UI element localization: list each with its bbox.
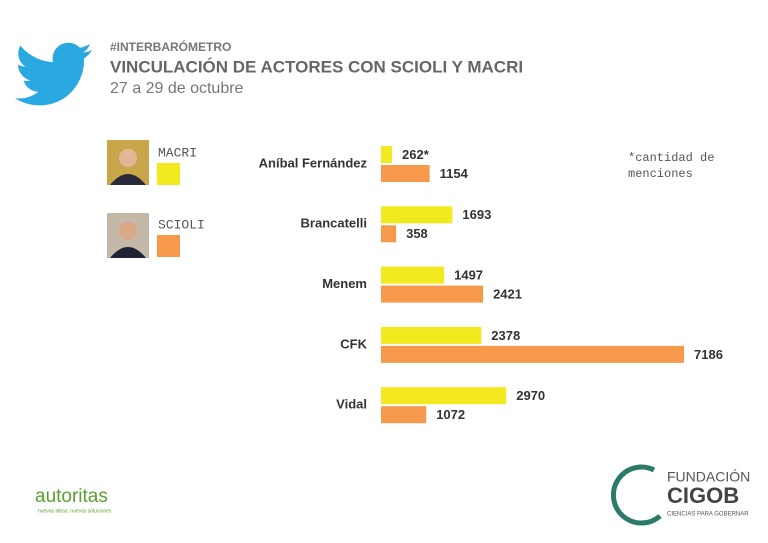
value-label: 1072 bbox=[436, 407, 465, 422]
note: *cantidad de menciones bbox=[628, 151, 715, 181]
legend-swatch bbox=[157, 163, 180, 185]
hashtag: #INTERBARÓMETRO bbox=[110, 39, 231, 54]
bar bbox=[381, 387, 507, 405]
cigob-tagline: CIENCIAS PARA GOBERNAR bbox=[667, 512, 749, 518]
bar bbox=[381, 206, 453, 224]
scioli-photo bbox=[107, 213, 149, 258]
value-label: 2421 bbox=[493, 287, 522, 302]
value-label: 7186 bbox=[694, 347, 723, 362]
autoritas-tagline: nuevas ideas, nuevas soluciones bbox=[38, 508, 112, 514]
cigob-logo: CIGOB bbox=[667, 483, 739, 508]
bar bbox=[381, 225, 397, 243]
legend-swatch bbox=[157, 235, 180, 257]
cigob-mark bbox=[610, 464, 662, 526]
value-label: 1497 bbox=[454, 268, 483, 283]
bar bbox=[381, 285, 484, 303]
value-label: 262* bbox=[402, 147, 430, 162]
cigob-top: FUNDACIÓN bbox=[667, 469, 750, 485]
category-label: Vidal bbox=[336, 397, 367, 412]
bar bbox=[381, 345, 684, 363]
value-label: 358 bbox=[406, 226, 428, 241]
category-label: Menem bbox=[322, 276, 367, 291]
value-label: 1693 bbox=[462, 207, 491, 222]
bar bbox=[381, 266, 445, 284]
legend-label: MACRI bbox=[158, 145, 197, 160]
autoritas-logo: autoritas bbox=[35, 486, 108, 507]
bar bbox=[381, 165, 430, 182]
twitter-bird bbox=[15, 42, 92, 106]
value-label: 2378 bbox=[491, 328, 520, 343]
subtitle: 27 a 29 de octubre bbox=[110, 80, 244, 97]
macri-photo bbox=[107, 140, 149, 185]
category-label: CFK bbox=[340, 336, 367, 351]
bar bbox=[381, 406, 427, 424]
title: VINCULACIÓN DE ACTORES CON SCIOLI Y MACR… bbox=[110, 57, 523, 76]
bar bbox=[381, 146, 393, 163]
value-label: 1154 bbox=[440, 166, 469, 181]
category-label: Aníbal Fernández bbox=[259, 155, 368, 170]
value-label: 2970 bbox=[516, 388, 545, 403]
legend-label: SCIOLI bbox=[158, 217, 205, 232]
bar bbox=[381, 326, 482, 344]
category-label: Brancatelli bbox=[301, 216, 367, 231]
